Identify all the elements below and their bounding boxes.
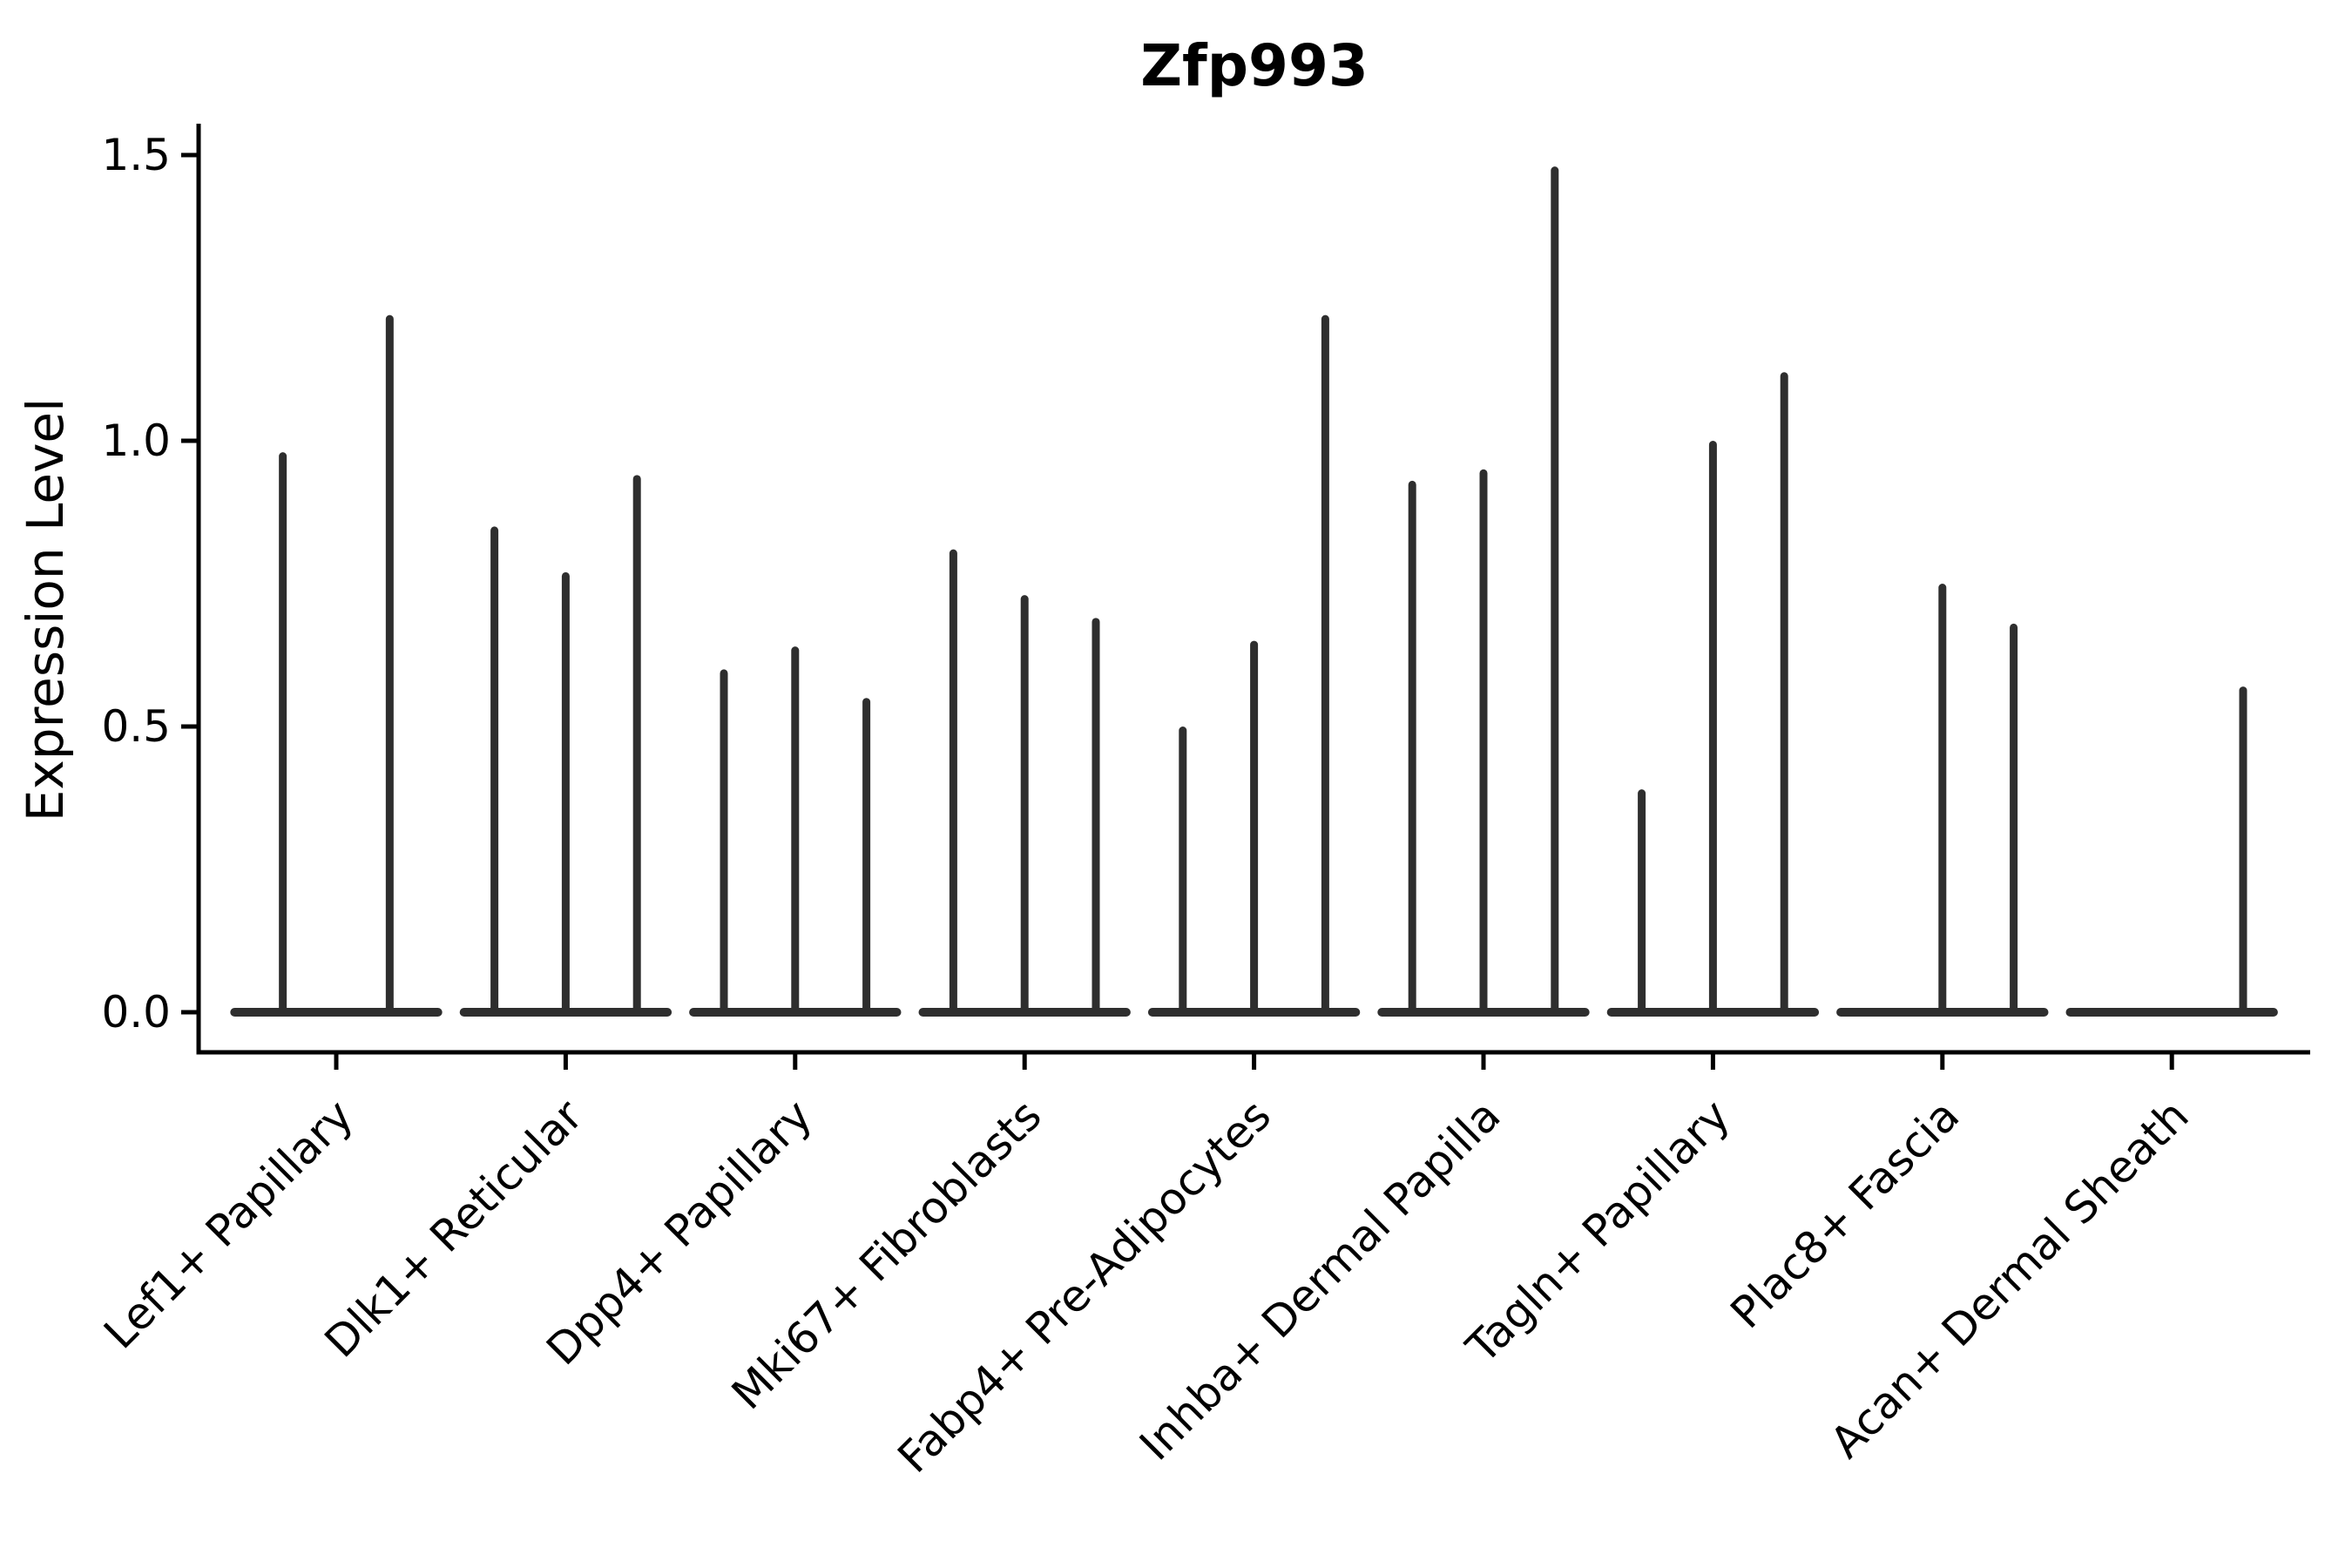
y-tick-label: 0.5 (101, 701, 171, 752)
x-category-label: Lef1+ Papillary (94, 1090, 362, 1358)
plot-title: Zfp993 (1140, 32, 1369, 99)
y-tick-label: 1.0 (101, 416, 171, 466)
y-tick-label: 0.0 (101, 987, 171, 1037)
x-category-label: Plac8+ Fascia (1721, 1090, 1970, 1338)
y-axis-label: Expression Level (16, 398, 75, 821)
y-tick-label: 1.5 (101, 130, 171, 180)
x-category-label: Fabp4+ Pre-Adipocytes (889, 1090, 1281, 1483)
